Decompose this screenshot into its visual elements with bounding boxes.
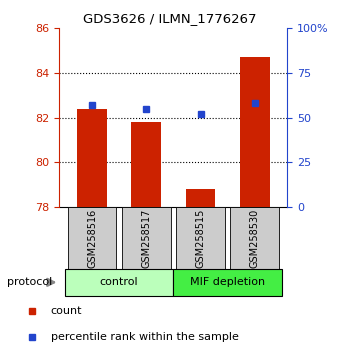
Text: protocol: protocol xyxy=(7,277,52,287)
Text: MIF depletion: MIF depletion xyxy=(190,277,265,287)
Text: GSM258515: GSM258515 xyxy=(195,209,205,268)
Bar xyxy=(68,207,116,269)
Bar xyxy=(77,109,107,207)
Text: control: control xyxy=(100,277,138,287)
Bar xyxy=(65,269,173,296)
Bar xyxy=(240,57,270,207)
Bar xyxy=(176,207,225,269)
Bar xyxy=(131,122,161,207)
Text: count: count xyxy=(51,306,82,316)
Bar xyxy=(231,207,279,269)
Bar xyxy=(173,269,282,296)
Bar xyxy=(122,207,171,269)
Text: GSM258517: GSM258517 xyxy=(141,209,151,268)
Text: GSM258530: GSM258530 xyxy=(250,209,260,268)
Text: GDS3626 / ILMN_1776267: GDS3626 / ILMN_1776267 xyxy=(83,12,257,25)
Text: GSM258516: GSM258516 xyxy=(87,209,97,268)
Bar xyxy=(186,189,216,207)
Text: percentile rank within the sample: percentile rank within the sample xyxy=(51,332,239,342)
